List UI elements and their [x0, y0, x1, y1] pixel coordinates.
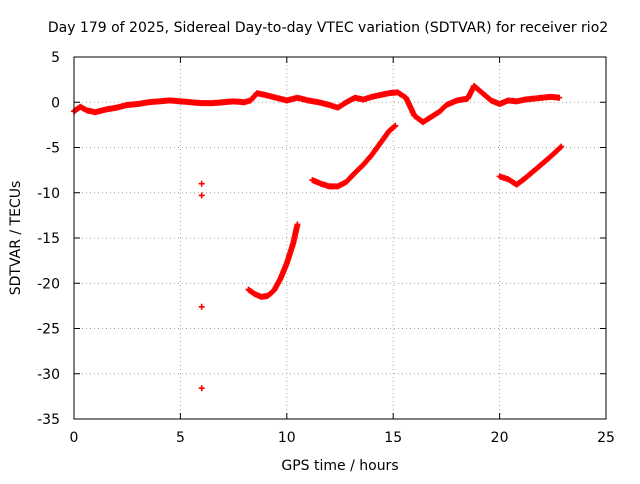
data-point [392, 122, 399, 129]
y-tick-label: -10 [37, 186, 60, 202]
series-near-zero-band [71, 82, 563, 126]
data-point [198, 180, 205, 187]
data-point [198, 192, 205, 199]
data-point [198, 385, 205, 392]
y-tick-label: -30 [37, 367, 60, 383]
x-axis-label: GPS time / hours [281, 458, 398, 474]
data-point [391, 123, 398, 130]
x-tick-label: 20 [491, 430, 509, 446]
grid-lines [74, 57, 606, 419]
x-tick-label: 25 [597, 430, 615, 446]
x-tick-label: 10 [278, 430, 296, 446]
y-tick-label: -5 [46, 141, 60, 157]
series-arc-2 [309, 122, 399, 190]
y-tick-label: -15 [37, 231, 60, 247]
x-tick-label: 0 [70, 430, 79, 446]
x-tick-label: 15 [384, 430, 402, 446]
y-tick-label: -25 [37, 322, 60, 338]
y-tick-label: -35 [37, 412, 60, 428]
x-tick-labels: 0 5 10 15 20 25 [70, 430, 615, 446]
series-arc-1 [245, 221, 301, 300]
y-tick-label: 0 [51, 95, 60, 111]
series-arc-3 [496, 143, 565, 188]
chart-title: Day 179 of 2025, Sidereal Day-to-day VTE… [48, 20, 608, 36]
y-axis-label: SDTVAR / TECUs [8, 181, 24, 296]
x-tick-label: 5 [176, 430, 185, 446]
data-point [558, 143, 565, 150]
data-point [198, 303, 205, 310]
data-point [294, 221, 301, 228]
series-isolated-points [198, 180, 205, 392]
data-point [556, 94, 563, 101]
data-point [557, 144, 564, 151]
y-tick-labels: 5 0 -5 -10 -15 -20 -25 -30 -35 [37, 50, 60, 428]
y-tick-label: 5 [51, 50, 60, 66]
axis-ticks [73, 56, 607, 420]
data-marks [71, 82, 565, 392]
y-tick-label: -20 [37, 276, 60, 292]
